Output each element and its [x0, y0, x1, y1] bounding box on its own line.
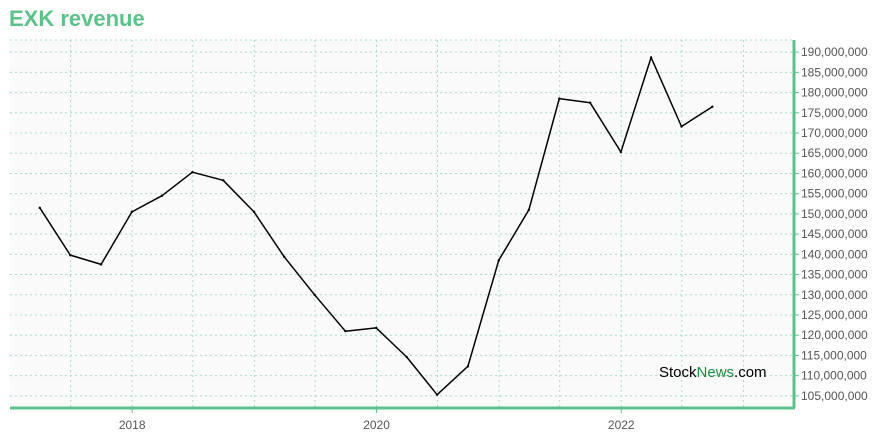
data-point — [99, 263, 103, 266]
data-point — [680, 125, 683, 128]
data-point — [619, 150, 623, 154]
y-tick-label: 190,000,000 — [801, 45, 868, 59]
y-tick-label: 120,000,000 — [801, 328, 868, 342]
data-point — [69, 253, 72, 257]
y-tick-label: 160,000,000 — [801, 166, 868, 180]
y-tick-label: 105,000,000 — [801, 389, 868, 403]
chart-title: EXK revenue — [9, 6, 145, 31]
y-tick-label: 155,000,000 — [801, 187, 868, 201]
plot-background — [10, 40, 794, 408]
data-point — [38, 206, 41, 210]
y-tick-label: 110,000,000 — [801, 369, 867, 383]
x-tick-label: 2020 — [363, 418, 390, 432]
tick-labels: 105,000,000 110,000,000 115,000,000 120,000… — [119, 45, 868, 432]
y-tick-label: 125,000,000 — [801, 308, 868, 322]
data-point — [558, 97, 561, 100]
data-point — [344, 329, 347, 333]
y-tick-label: 180,000,000 — [801, 86, 868, 100]
data-point — [375, 326, 378, 330]
data-point — [527, 208, 531, 212]
y-tick-label: 150,000,000 — [801, 207, 868, 221]
y-tick-label: 145,000,000 — [801, 227, 868, 241]
y-tick-label: 115,000,000 — [801, 348, 867, 362]
axes — [10, 40, 799, 413]
data-point — [160, 194, 164, 197]
data-point — [313, 293, 316, 296]
data-point — [405, 355, 408, 359]
data-point — [282, 255, 286, 258]
y-tick-label: 175,000,000 — [801, 106, 868, 120]
data-point — [466, 365, 470, 368]
grid-lines — [10, 39, 794, 408]
y-tick-label: 165,000,000 — [801, 146, 868, 160]
data-point — [252, 210, 256, 214]
y-tick-label: 135,000,000 — [801, 268, 868, 282]
data-point — [711, 105, 714, 108]
stocknews-watermark: StockNews.com — [659, 364, 767, 381]
series-group — [38, 56, 714, 396]
y-tick-label: 140,000,000 — [801, 247, 868, 261]
data-point — [649, 56, 653, 59]
data-point — [588, 101, 592, 104]
x-tick-label: 2022 — [608, 418, 635, 432]
watermark-part-domain: .com — [734, 364, 767, 381]
y-tick-label: 130,000,000 — [801, 288, 868, 302]
data-point — [130, 210, 134, 214]
data-point — [222, 179, 225, 182]
x-tick-label: 2018 — [119, 418, 146, 432]
y-tick-label: 185,000,000 — [801, 65, 868, 79]
data-point — [497, 259, 500, 262]
watermark-part-stock: Stock — [659, 364, 697, 381]
data-point — [191, 171, 194, 174]
y-tick-label: 170,000,000 — [801, 126, 868, 140]
data-point — [435, 393, 439, 396]
watermark-part-news: News — [696, 364, 735, 381]
